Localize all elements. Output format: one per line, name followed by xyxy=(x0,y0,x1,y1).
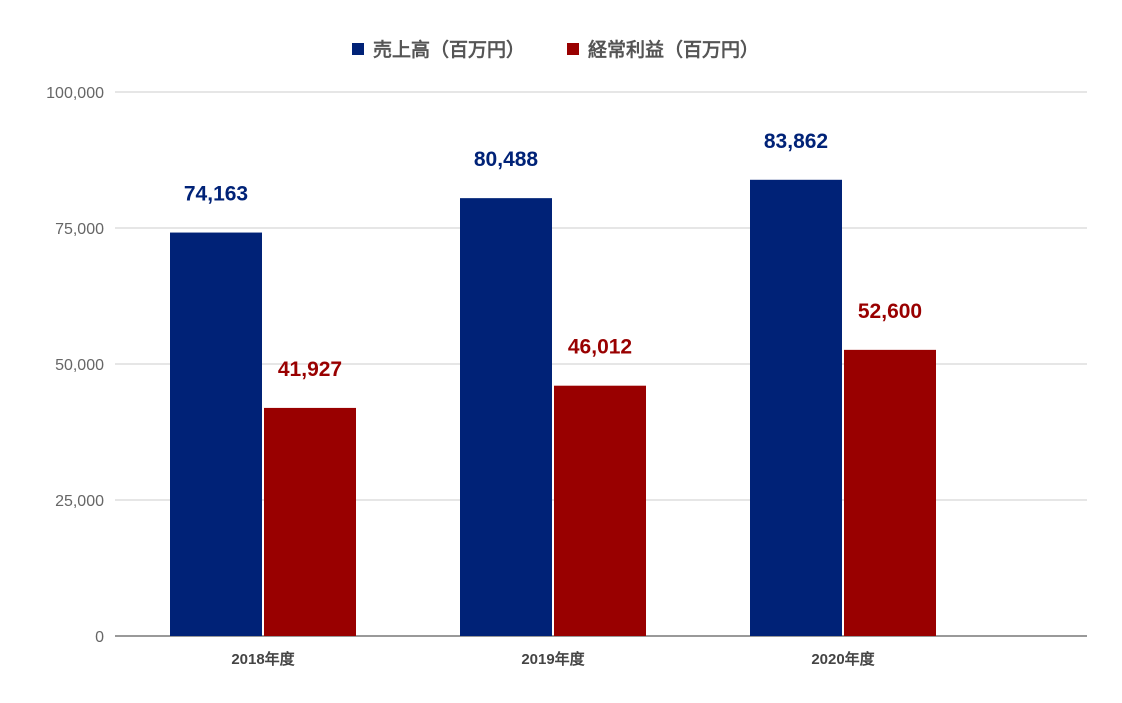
y-tick-label: 75,000 xyxy=(55,221,104,238)
data-label: 80,488 xyxy=(474,148,539,171)
data-labels: 74,163 41,927 80,488 46,012 83,862 52,600 xyxy=(184,130,922,381)
bar-series xyxy=(170,179,936,637)
data-label: 83,862 xyxy=(764,130,828,153)
x-category-label: 2019年度 xyxy=(521,650,585,668)
legend-swatch xyxy=(567,43,579,55)
x-category-label: 2020年度 xyxy=(811,650,875,668)
bar xyxy=(554,385,646,636)
x-category-label: 2018年度 xyxy=(231,650,295,668)
bar xyxy=(264,407,356,636)
legend: 売上高（百万円） 経常利益（百万円） xyxy=(352,38,759,61)
data-label: 52,600 xyxy=(858,300,922,323)
data-label: 74,163 xyxy=(184,183,248,206)
y-tick-label: 50,000 xyxy=(55,357,104,374)
data-label: 46,012 xyxy=(568,336,632,359)
y-axis-ticks: 0 25,000 50,000 75,000 100,000 xyxy=(46,85,104,646)
y-tick-label: 25,000 xyxy=(55,493,104,510)
y-tick-label: 0 xyxy=(95,629,104,646)
data-label: 41,927 xyxy=(278,358,342,381)
bar xyxy=(460,198,552,637)
bar xyxy=(844,349,936,636)
x-axis-categories: 2018年度 2019年度 2020年度 xyxy=(231,650,875,668)
y-tick-label: 100,000 xyxy=(46,85,104,102)
bar xyxy=(750,179,842,637)
legend-swatch xyxy=(352,43,364,55)
legend-label: 経常利益（百万円） xyxy=(588,38,759,61)
legend-label: 売上高（百万円） xyxy=(373,38,525,61)
bar xyxy=(170,232,262,636)
